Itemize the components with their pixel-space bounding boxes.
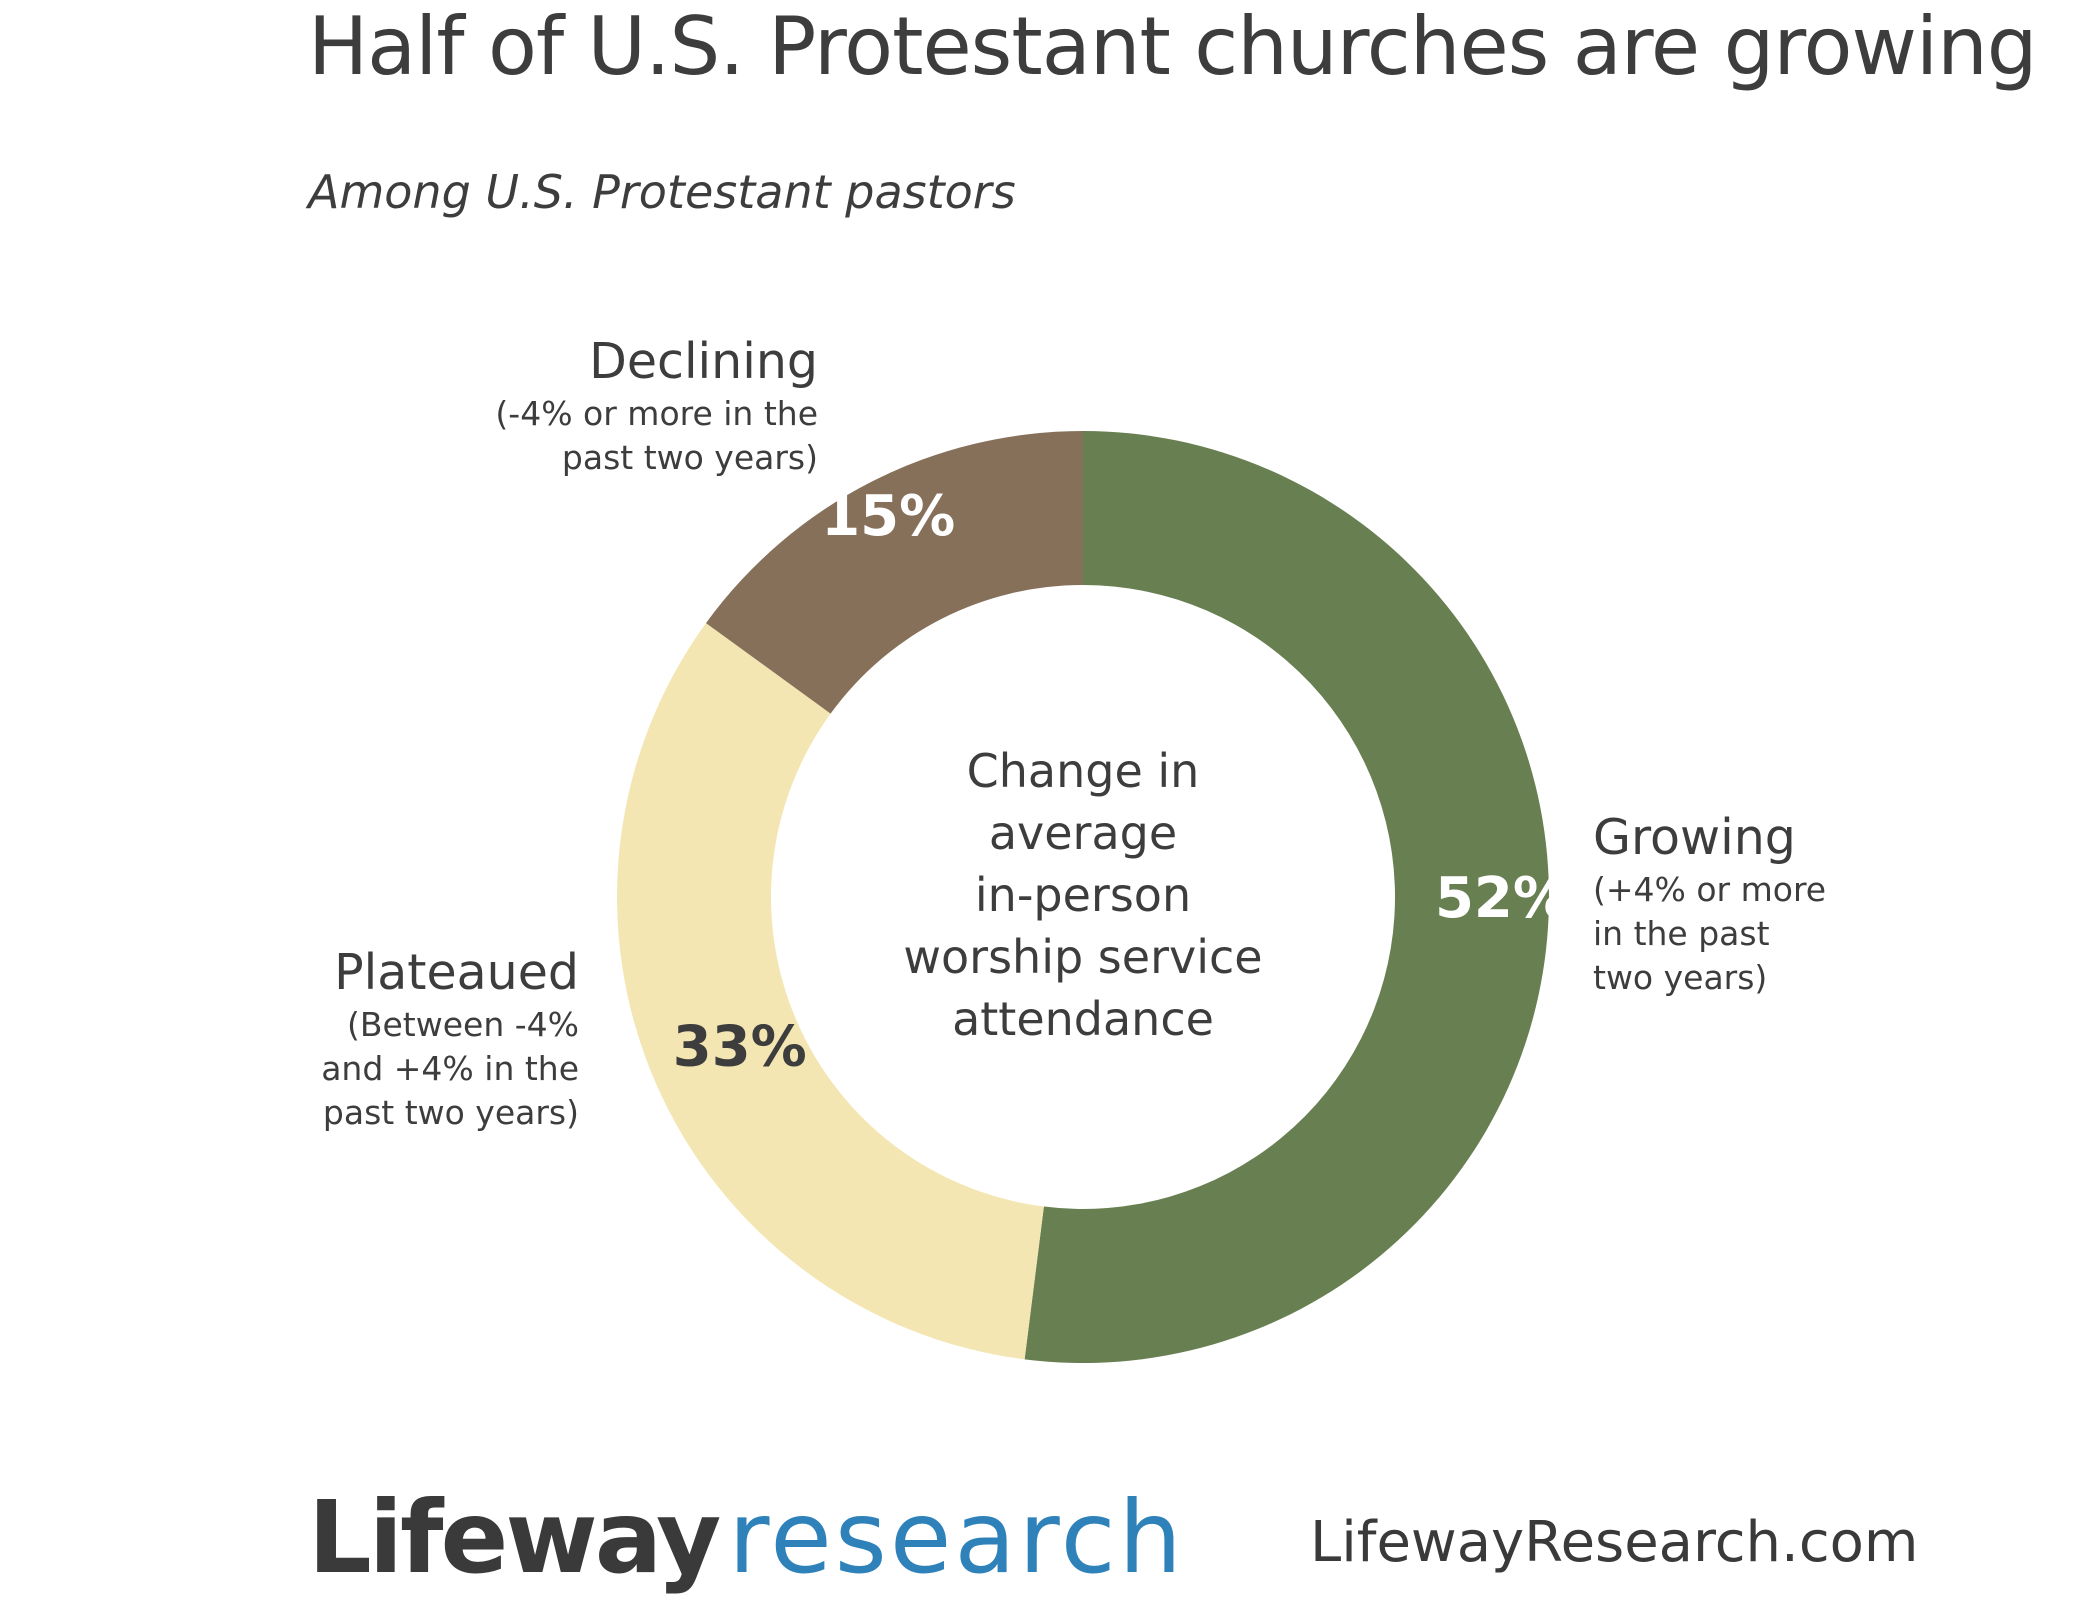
chart-subtitle: Among U.S. Protestant pastors	[308, 165, 1016, 219]
donut-value-growing: 52%	[1435, 866, 1569, 931]
website-url: LifewayResearch.com	[1310, 1510, 1919, 1575]
lifeway-research-logo: Lifeway research	[308, 1478, 1185, 1598]
chart-title: Half of U.S. Protestant churches are gro…	[308, 0, 2038, 93]
logo-lifeway: Lifeway	[308, 1479, 721, 1596]
legend-growing-note: (+4% or more in the past two years)	[1593, 870, 1827, 997]
donut-slice-plateaued	[617, 623, 1044, 1360]
legend-plateaued-name: Plateaued	[334, 944, 579, 1001]
donut-center-label: Change in average in-person worship serv…	[903, 744, 1263, 1046]
donut-slice-growing	[1024, 431, 1549, 1363]
legend-growing-name: Growing	[1593, 809, 1796, 866]
legend-declining-name: Declining	[589, 333, 818, 390]
legend-plateaued-note: (Between -4% and +4% in the past two yea…	[321, 1005, 579, 1132]
donut-value-declining: 15%	[821, 484, 955, 549]
legend-declining-note: (-4% or more in the past two years)	[495, 394, 818, 477]
legend-declining: Declining (-4% or more in the past two y…	[495, 332, 818, 480]
legend-plateaued: Plateaued (Between -4% and +4% in the pa…	[321, 943, 579, 1135]
donut-slice-declining	[705, 431, 1083, 714]
logo-research: research	[728, 1479, 1185, 1596]
legend-growing: Growing (+4% or more in the past two yea…	[1593, 808, 1826, 1000]
donut-value-plateaued: 33%	[673, 1015, 807, 1080]
